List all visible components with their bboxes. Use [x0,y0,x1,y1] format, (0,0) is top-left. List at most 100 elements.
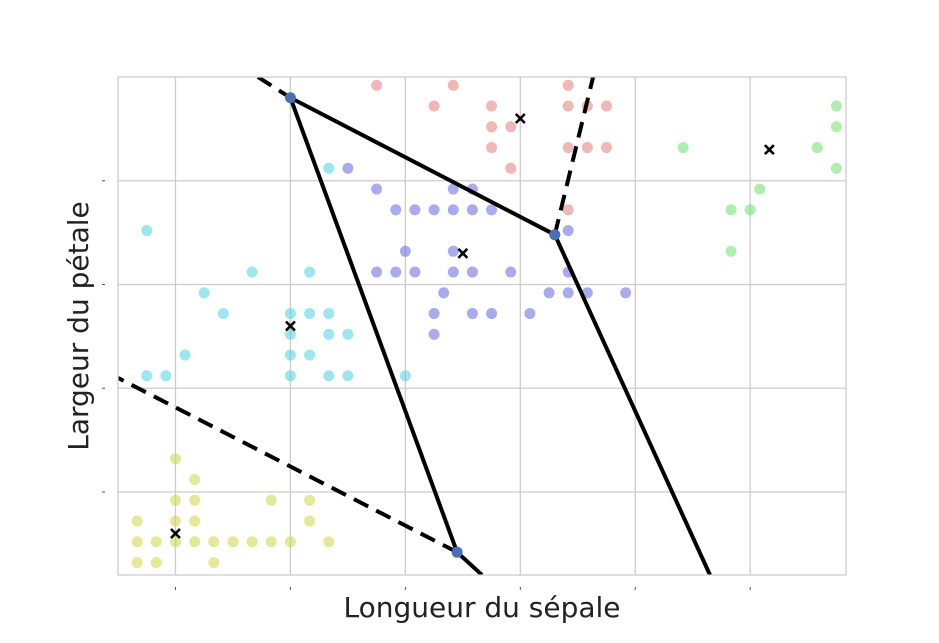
voronoi-vertices [284,92,561,558]
data-point-yellow [131,536,143,548]
data-point-yellow [189,494,201,506]
data-point-red [562,204,574,216]
data-point-blue [390,266,402,278]
voronoi-edge-dashed [552,77,596,236]
data-point-yellow [169,453,181,465]
data-point-cyan [141,225,153,237]
data-point-cyan [304,308,316,320]
data-point-cyan [323,328,335,340]
data-point-cyan [246,266,258,278]
centroid-x-marker [457,247,469,259]
plot-frame [117,76,847,576]
data-point-yellow [284,536,296,548]
data-point-cyan [284,328,296,340]
data-point-yellow [131,515,143,527]
centroid-x-marker [514,113,526,124]
data-point-blue [447,204,459,216]
data-point-yellow [189,515,201,527]
voronoi-edges [118,77,712,575]
data-point-cyan [284,308,296,320]
data-point-yellow [189,536,201,548]
data-point-cyan [304,349,316,361]
voronoi-edge-dashed [256,77,292,100]
data-point-cyan [323,162,335,174]
voronoi-edge-solid [455,550,484,575]
data-point-blue [390,204,402,216]
data-point-yellow [150,557,162,569]
data-point-yellow [265,494,277,506]
data-point-blue [447,245,459,257]
data-points [131,79,842,569]
data-point-green [811,142,823,154]
plot-area [118,77,846,575]
data-point-cyan [160,370,172,382]
data-point-blue [428,204,440,216]
data-point-yellow [169,515,181,527]
data-point-red [486,142,498,154]
centroid-markers [170,113,775,539]
data-point-cyan [342,328,354,340]
data-point-blue [505,266,517,278]
data-point-green [677,142,689,154]
data-point-cyan [304,266,316,278]
data-point-cyan [284,370,296,382]
data-point-red [601,142,613,154]
data-point-blue [562,225,574,237]
data-point-blue [438,287,450,299]
data-point-yellow [208,557,220,569]
voronoi-edge-solid [288,97,459,553]
tick-marks [102,180,751,590]
data-point-blue [447,183,459,195]
data-point-red [428,100,440,112]
data-point-green [744,204,756,216]
data-point-green [830,100,842,112]
voronoi-edge-dashed [118,376,459,554]
data-point-red [486,121,498,133]
data-point-red [447,79,459,91]
data-point-red [562,100,574,112]
data-point-blue [562,287,574,299]
data-point-blue [409,204,421,216]
data-point-yellow [131,557,143,569]
y-axis-label: Largeur du pétale [62,201,95,451]
centroid-x-marker [170,528,181,539]
data-point-red [371,79,383,91]
voronoi-edge-solid [552,233,712,575]
data-point-blue [524,308,536,320]
data-point-yellow [208,536,220,548]
data-point-yellow [323,536,335,548]
voronoi-edge-solid [289,95,556,237]
data-point-red [505,162,517,174]
data-point-red [505,121,517,133]
data-point-blue [466,308,478,320]
data-point-blue [371,266,383,278]
data-point-blue [620,287,632,299]
data-point-yellow [304,515,316,527]
data-point-cyan [399,370,411,382]
data-point-yellow [304,494,316,506]
data-point-blue [342,162,354,174]
data-point-blue [543,287,555,299]
data-point-cyan [217,308,229,320]
grid [118,77,846,575]
data-point-cyan [284,349,296,361]
data-point-green [830,162,842,174]
data-point-cyan [141,370,153,382]
data-point-blue [447,266,459,278]
data-point-cyan [323,370,335,382]
data-point-cyan [323,308,335,320]
data-point-red [486,100,498,112]
data-point-green [725,245,737,257]
data-point-green [725,204,737,216]
data-point-blue [466,204,478,216]
data-point-blue [428,328,440,340]
data-point-green [754,183,766,195]
data-point-yellow [169,536,181,548]
voronoi-vertex [451,546,463,558]
data-point-blue [486,308,498,320]
data-point-green [830,121,842,133]
centroid-x-marker [285,320,296,332]
centroid-x-marker [763,144,775,156]
data-point-yellow [246,536,258,548]
